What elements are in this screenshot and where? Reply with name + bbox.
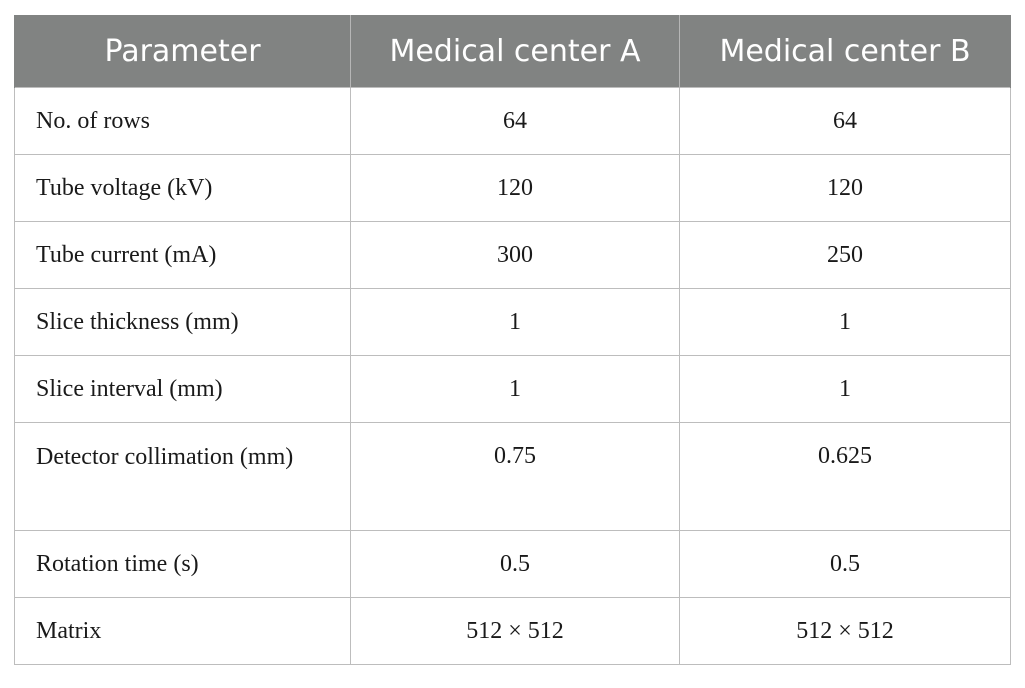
table-row: Detector collimation (mm) 0.75 0.625 [14, 422, 1011, 531]
header-medical-center-a: Medical center A [350, 15, 680, 88]
table-row: Matrix 512 × 512 512 × 512 [14, 597, 1011, 665]
center-a-cell: 0.5 [350, 530, 680, 598]
table-row: No. of rows 64 64 [14, 87, 1011, 155]
center-a-cell: 1 [350, 288, 680, 356]
center-b-cell: 250 [679, 221, 1011, 289]
center-b-cell: 0.625 [679, 422, 1011, 531]
table-header: Parameter Medical center A Medical cente… [14, 15, 1011, 88]
center-b-cell: 120 [679, 154, 1011, 222]
center-b-cell: 0.5 [679, 530, 1011, 598]
parameter-cell: Tube current (mA) [14, 221, 351, 289]
table-row: Slice thickness (mm) 1 1 [14, 288, 1011, 356]
center-a-cell: 120 [350, 154, 680, 222]
ct-parameters-table-container: Parameter Medical center A Medical cente… [14, 15, 1011, 665]
header-parameter: Parameter [14, 15, 351, 88]
parameter-cell: Slice thickness (mm) [14, 288, 351, 356]
table-body: No. of rows 64 64 Tube voltage (kV) 120 … [14, 87, 1011, 665]
center-b-cell: 1 [679, 288, 1011, 356]
parameter-cell: Slice interval (mm) [14, 355, 351, 423]
center-a-cell: 512 × 512 [350, 597, 680, 665]
header-row: Parameter Medical center A Medical cente… [14, 15, 1011, 88]
parameter-cell: Detector collimation (mm) [14, 422, 351, 531]
parameter-cell: Tube voltage (kV) [14, 154, 351, 222]
center-b-cell: 1 [679, 355, 1011, 423]
center-b-cell: 512 × 512 [679, 597, 1011, 665]
center-b-cell: 64 [679, 87, 1011, 155]
center-a-cell: 300 [350, 221, 680, 289]
table-row: Rotation time (s) 0.5 0.5 [14, 530, 1011, 598]
center-a-cell: 1 [350, 355, 680, 423]
table-row: Tube voltage (kV) 120 120 [14, 154, 1011, 222]
center-a-cell: 64 [350, 87, 680, 155]
center-a-cell: 0.75 [350, 422, 680, 531]
table-row: Slice interval (mm) 1 1 [14, 355, 1011, 423]
parameter-cell: Rotation time (s) [14, 530, 351, 598]
table-row: Tube current (mA) 300 250 [14, 221, 1011, 289]
parameter-cell: Matrix [14, 597, 351, 665]
header-medical-center-b: Medical center B [679, 15, 1011, 88]
parameter-cell: No. of rows [14, 87, 351, 155]
ct-parameters-table: Parameter Medical center A Medical cente… [14, 15, 1011, 665]
